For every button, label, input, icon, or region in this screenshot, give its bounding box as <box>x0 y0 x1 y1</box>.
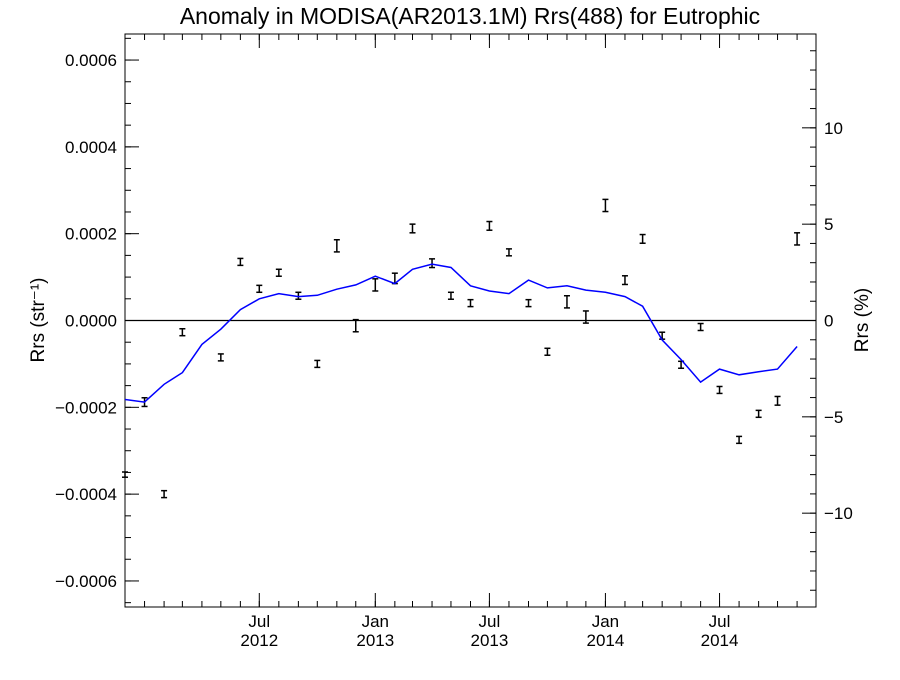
x-tick-label-year: 2012 <box>240 631 278 650</box>
errorbar-point <box>295 291 302 300</box>
y-axis-label: Rrs (str⁻¹) <box>28 278 49 363</box>
errorbar-point <box>352 318 359 333</box>
errorbar-point <box>256 284 263 294</box>
y2-axis-label: Rrs (%) <box>852 288 873 352</box>
errorbar-point <box>237 257 244 267</box>
errorbar-point <box>774 395 781 406</box>
errorbar-point <box>409 223 416 234</box>
errorbar-point <box>716 385 723 395</box>
errorbar-point <box>621 275 628 286</box>
errorbar-point <box>447 291 454 300</box>
y-tick-label: 0.0006 <box>65 51 117 70</box>
errorbar-point <box>544 347 551 356</box>
errorbar-point <box>179 327 186 337</box>
x-tick-label-month: Jul <box>709 612 731 631</box>
errorbar-point <box>314 359 321 369</box>
y2-tick-label: 10 <box>824 119 843 138</box>
y-tick-label: −0.0006 <box>55 572 117 591</box>
y2-tick-label: 0 <box>824 312 833 331</box>
y-tick-label: 0.0000 <box>65 312 117 331</box>
x-tick-label-month: Jan <box>592 612 619 631</box>
y-tick-label: −0.0004 <box>55 485 117 504</box>
y2-tick-label: −5 <box>824 408 843 427</box>
x-tick-label-month: Jul <box>479 612 501 631</box>
y-tick-label: 0.0004 <box>65 138 117 157</box>
errorbar-point <box>563 295 570 309</box>
mean-line <box>124 263 798 403</box>
x-tick-label-month: Jul <box>248 612 270 631</box>
errorbar-point <box>275 268 282 277</box>
errorbar-point <box>505 248 512 257</box>
y-tick-label: −0.0002 <box>55 398 117 417</box>
errorbar-point <box>697 322 704 332</box>
errorbar-point <box>736 435 743 445</box>
errorbar-point <box>372 278 379 292</box>
y-tick-label: 0.0002 <box>65 225 117 244</box>
errorbar-point <box>582 310 589 324</box>
errorbar-point <box>794 232 801 246</box>
errorbar-point <box>755 409 762 419</box>
errorbar-point <box>217 353 224 362</box>
errorbar-point <box>602 198 609 213</box>
errorbar-point <box>333 239 340 253</box>
errorbar-point <box>467 298 474 308</box>
x-tick-label-month: Jan <box>362 612 389 631</box>
errorbar-point <box>429 258 436 269</box>
errorbar-point <box>525 298 532 308</box>
plot-area: Jul2012Jan2013Jul2013Jan2014Jul20140.000… <box>55 33 853 650</box>
y2-tick-label: −10 <box>824 504 853 523</box>
x-tick-label-year: 2014 <box>587 631 625 650</box>
errorbar-point <box>486 220 493 231</box>
x-tick-label-year: 2013 <box>471 631 509 650</box>
errorbar-point <box>122 471 128 478</box>
x-tick-label-year: 2013 <box>356 631 394 650</box>
y2-tick-label: 5 <box>824 215 833 234</box>
errorbar-point <box>639 233 646 244</box>
chart-title: Anomaly in MODISA(AR2013.1M) Rrs(488) fo… <box>180 3 760 29</box>
errorbar-point <box>161 489 168 499</box>
x-tick-label-year: 2014 <box>701 631 739 650</box>
